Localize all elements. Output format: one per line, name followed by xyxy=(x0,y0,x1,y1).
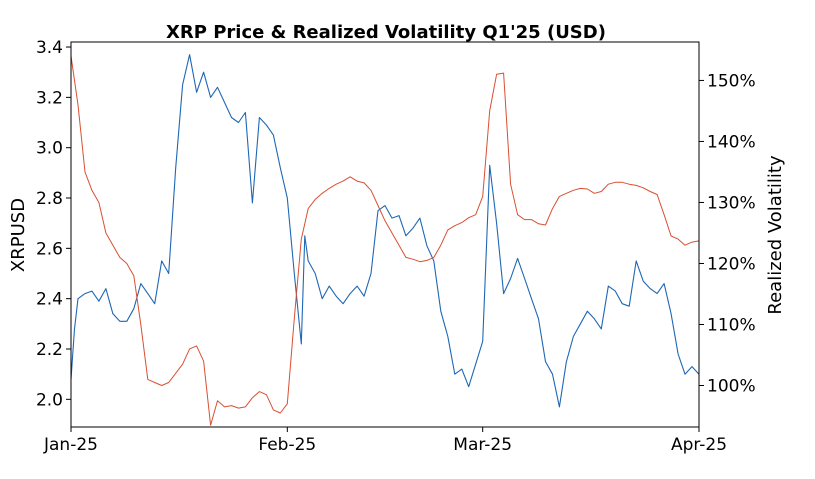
y-tick-label: 2.6 xyxy=(36,239,63,259)
y-tick-label: 2.2 xyxy=(36,340,63,360)
x-tick-label: Mar-25 xyxy=(453,435,512,455)
y-tick-label: 2.8 xyxy=(36,189,63,209)
plot-lines xyxy=(70,54,700,426)
x-tick-label: Feb-25 xyxy=(258,435,316,455)
chart-title: XRP Price & Realized Volatility Q1'25 (U… xyxy=(166,22,606,43)
price-series-line xyxy=(70,54,700,408)
y-axis-label: XRPUSD xyxy=(8,198,29,272)
x-tick-label: Apr-25 xyxy=(671,435,727,455)
x-tick-label: Jan-25 xyxy=(43,435,98,455)
y-tick-label: 3.4 xyxy=(36,38,63,58)
y2-axis-label: Realized Volatility xyxy=(765,155,786,315)
plot-frame xyxy=(70,41,700,428)
y-tick-label: 3.0 xyxy=(36,139,63,159)
bottom-axis: Jan-25 Feb-25 Mar-25 Apr-25 xyxy=(43,427,727,455)
y2-tick-label: 150% xyxy=(707,71,756,91)
left-axis: 2.0 2.2 2.4 2.6 2.8 3.0 3.2 3.4 xyxy=(36,38,71,410)
volatility-series-line xyxy=(70,55,700,426)
y2-tick-label: 130% xyxy=(707,193,756,213)
y-tick-label: 3.2 xyxy=(36,88,63,108)
y-tick-label: 2.0 xyxy=(36,390,63,410)
y2-tick-label: 100% xyxy=(707,377,756,397)
right-axis: 100% 110% 120% 130% 140% 150% xyxy=(699,71,756,397)
y2-tick-label: 110% xyxy=(707,315,756,335)
y-tick-label: 2.4 xyxy=(36,290,63,310)
y2-tick-label: 140% xyxy=(707,132,756,152)
y2-tick-label: 120% xyxy=(707,254,756,274)
